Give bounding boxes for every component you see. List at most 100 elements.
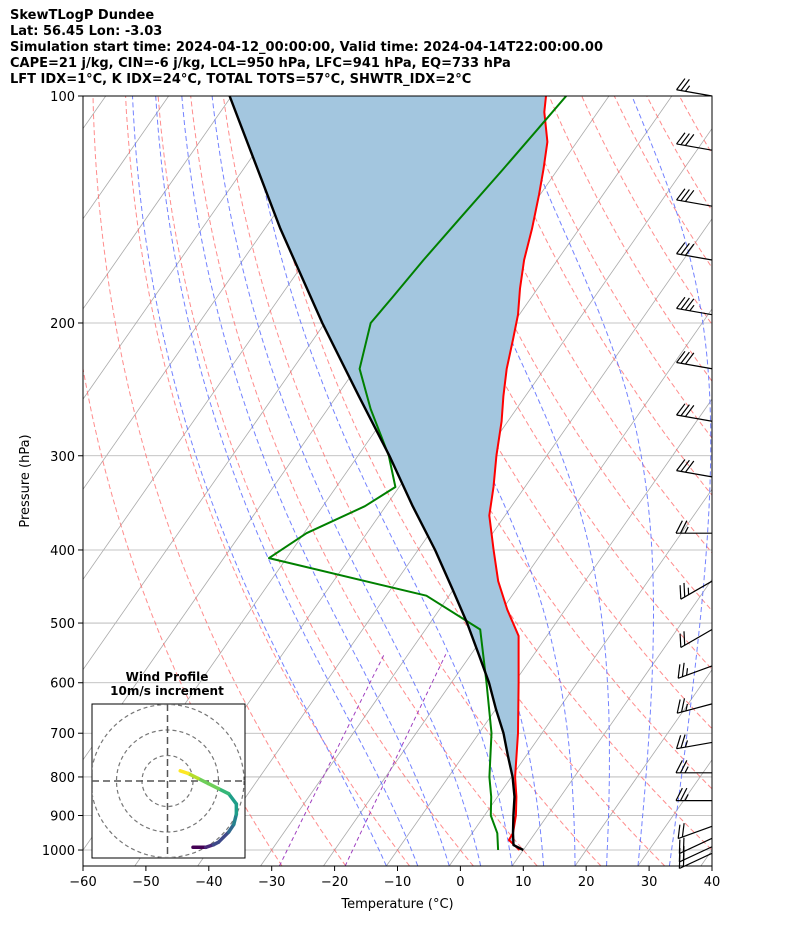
wind-barb-feather	[680, 459, 690, 472]
wind-barb	[677, 662, 713, 679]
moist-adiabat	[631, 96, 712, 866]
wind-barb-staff	[676, 143, 713, 151]
wind-barb-staff	[676, 470, 713, 478]
wind-barb	[676, 296, 713, 316]
hodograph-segment	[196, 776, 211, 786]
dry-adiabat	[678, 96, 712, 155]
wind-barb	[676, 242, 713, 261]
x-tick-label: 20	[578, 875, 595, 890]
y-tick-label: 700	[50, 727, 75, 742]
y-tick-label: 200	[50, 317, 75, 332]
hodograph-segment	[226, 792, 239, 806]
isotherm-line	[83, 96, 232, 310]
x-tick-label: −60	[69, 875, 96, 890]
wind-barb-half-feather	[685, 703, 688, 711]
wind-barb-feather	[675, 735, 682, 749]
wind-barb	[677, 823, 713, 840]
wind-barb	[675, 734, 713, 750]
time-line: Simulation start time: 2024-04-12_00:00:…	[10, 40, 603, 55]
indices-line-1: CAPE=21 j/kg, CIN=-6 j/kg, LCL=950 hPa, …	[10, 56, 511, 71]
y-tick-label: 100	[50, 90, 75, 105]
wind-barb-staff	[679, 846, 713, 863]
indices-line-2: LFT IDX=1°C, K IDX=24°C, TOTAL TOTS=57°C…	[10, 72, 472, 87]
hodograph-segment	[232, 812, 239, 827]
wind-barb-feather	[683, 631, 686, 646]
chart-header: SkewTLogP Dundee Lat: 56.45 Lon: -3.03 S…	[10, 8, 603, 88]
wind-barb-feather	[680, 133, 690, 146]
wind-barb-feather	[679, 787, 688, 801]
dry-adiabat	[483, 96, 712, 496]
dewpoint-line	[268, 96, 567, 851]
wind-barb	[676, 403, 713, 422]
moist-adiabat	[416, 96, 610, 866]
wind-barb-feather	[684, 352, 695, 365]
location-line: Lat: 56.45 Lon: -3.03	[10, 24, 163, 39]
hodograph-segment	[216, 830, 231, 844]
wind-barb-staff	[676, 307, 713, 316]
dry-adiabat	[92, 96, 347, 866]
wind-barb	[675, 787, 712, 802]
moist-adiabat	[181, 96, 450, 866]
wind-barb-feather	[680, 351, 690, 364]
hodograph-inset	[91, 703, 246, 859]
wind-barb-staff	[676, 741, 713, 750]
wind-barb-feather	[681, 823, 685, 838]
hodograph-segment	[178, 769, 190, 776]
wind-barb	[679, 629, 713, 649]
wind-barb-feather	[680, 297, 690, 310]
wind-barb-feather	[676, 459, 686, 472]
wind-barb-feather	[679, 585, 682, 600]
dry-adiabat	[581, 96, 712, 326]
wind-barb	[676, 78, 713, 97]
hodograph-segment	[206, 781, 221, 791]
x-tick-label: 40	[704, 875, 721, 890]
y-tick-label: 900	[50, 810, 75, 825]
wind-barb-feather	[680, 404, 690, 417]
wind-barb-feather	[676, 78, 686, 91]
wind-barb-feather	[677, 824, 681, 839]
hodograph-title: Wind Profile	[125, 670, 209, 684]
wind-barb	[676, 698, 713, 714]
wind-barb-feather	[680, 189, 690, 202]
wind-barb-feather	[676, 188, 686, 201]
wind-barb-feather	[684, 189, 695, 202]
hodograph-plot	[92, 704, 245, 858]
x-tick-label: −20	[321, 875, 348, 890]
y-tick-label: 600	[50, 677, 75, 692]
dry-adiabat	[646, 96, 712, 212]
wind-barb-staff	[679, 837, 713, 855]
hodograph-title-block: Wind Profile 10m/s increment	[92, 670, 242, 698]
y-tick-label: 800	[50, 771, 75, 786]
x-tick-label: 0	[456, 875, 464, 890]
wind-barb-feather	[676, 132, 686, 145]
isotherm-line	[260, 218, 712, 866]
dry-adiabat	[711, 96, 712, 98]
dry-adiabat	[745, 96, 794, 866]
isotherm-line	[764, 96, 794, 866]
wind-barb-feather	[680, 78, 690, 91]
x-tick-label: −10	[384, 875, 411, 890]
wind-barb-half-feather	[689, 304, 695, 312]
isotherm-line	[83, 96, 295, 400]
wind-barb	[676, 188, 713, 207]
wind-barb-half-feather	[684, 766, 689, 774]
y-tick-label: 300	[50, 450, 75, 465]
wind-barb-feather	[679, 760, 688, 774]
wind-barb	[676, 132, 713, 151]
x-tick-label: −40	[195, 875, 222, 890]
wind-barb-feather	[677, 664, 681, 679]
wind-barb-staff	[676, 361, 713, 370]
dry-adiabat	[83, 365, 283, 866]
isotherm-line	[448, 488, 712, 866]
wind-barbs	[675, 78, 713, 870]
wind-barb-feather	[675, 760, 683, 774]
wind-barb-feather	[680, 242, 690, 255]
isotherm-line	[323, 308, 712, 866]
moist-adiabat	[132, 96, 387, 866]
x-axis-label: Temperature (°C)	[340, 897, 453, 912]
parcel-path-line	[228, 96, 524, 852]
mixing-ratio-line	[344, 654, 447, 866]
y-tick-label: 1000	[42, 844, 75, 859]
wind-barb-staff	[677, 825, 713, 840]
